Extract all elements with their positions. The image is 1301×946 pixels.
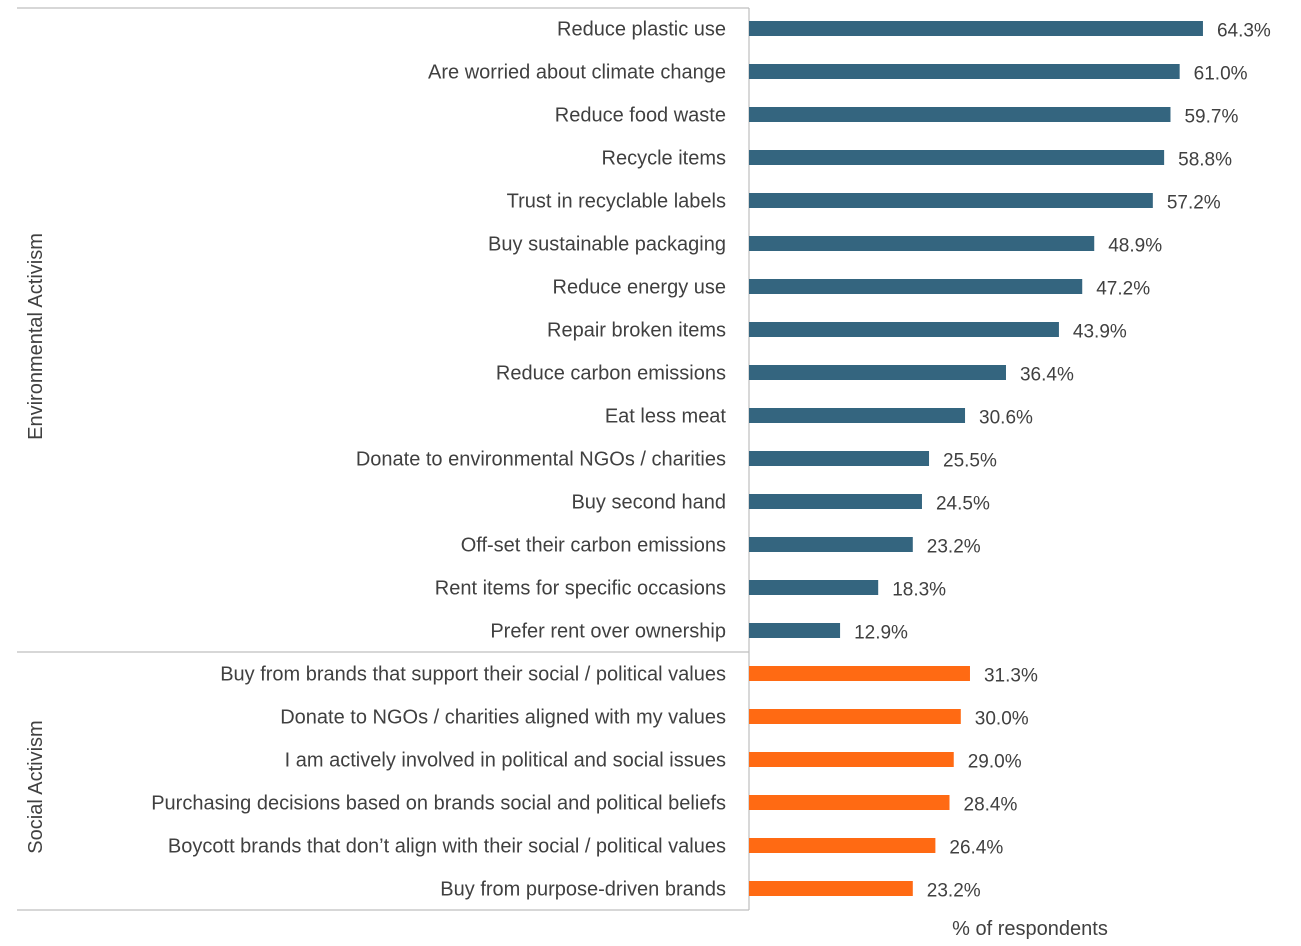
bar [749, 365, 1006, 380]
value-label: 59.7% [1184, 107, 1238, 128]
value-label: 30.0% [975, 709, 1029, 730]
category-label: Rent items for specific occasions [435, 578, 726, 600]
category-label: Donate to NGOs / charities aligned with … [280, 707, 726, 729]
bar [749, 623, 841, 638]
value-labels: 64.3% 61.0% 59.7% 58.8% 57.2% 48.9% 47.2% 43.9%… [854, 21, 1271, 902]
value-label: 26.4% [949, 838, 1003, 859]
value-label: 48.9% [1108, 236, 1162, 257]
category-label: Boycott brands that don’t align with the… [168, 836, 726, 858]
bar [749, 193, 1153, 208]
bar [749, 408, 966, 423]
bar [749, 838, 936, 853]
category-label: I am actively involved in political and … [285, 750, 726, 772]
value-label: 23.2% [927, 537, 981, 558]
value-label: 58.8% [1178, 150, 1232, 171]
bar [749, 107, 1171, 122]
category-label: Reduce food waste [555, 105, 726, 127]
bar [749, 322, 1059, 337]
bar [749, 752, 954, 767]
bar [749, 279, 1083, 294]
value-label: 57.2% [1167, 193, 1221, 214]
value-label: 28.4% [964, 795, 1018, 816]
category-label: Reduce carbon emissions [496, 363, 726, 385]
bar [749, 795, 950, 810]
value-label: 24.5% [936, 494, 990, 515]
category-label: Donate to environmental NGOs / charities [356, 449, 726, 471]
bar [749, 709, 961, 724]
category-label: Eat less meat [605, 406, 727, 428]
category-label: Prefer rent over ownership [490, 621, 726, 643]
category-label: Repair broken items [547, 320, 726, 342]
bars [749, 21, 1203, 896]
category-label: Recycle items [602, 148, 726, 170]
category-label: Buy sustainable packaging [488, 234, 726, 256]
x-axis-label: % of respondents [952, 918, 1108, 940]
category-label: Trust in recyclable labels [507, 191, 726, 213]
category-label: Buy from brands that support their socia… [220, 664, 726, 686]
category-labels: Reduce plastic use Are worried about clim… [151, 19, 726, 901]
value-label: 25.5% [943, 451, 997, 472]
category-label: Are worried about climate change [428, 62, 726, 84]
category-label: Purchasing decisions based on brands soc… [151, 793, 726, 815]
bar [749, 236, 1095, 251]
value-label: 30.6% [979, 408, 1033, 429]
value-label: 29.0% [968, 752, 1022, 773]
bar [749, 21, 1203, 36]
category-label: Reduce plastic use [557, 19, 726, 41]
bar [749, 881, 913, 896]
bar [749, 451, 930, 466]
bar [749, 64, 1180, 79]
group-label: Environmental Activism [25, 233, 47, 440]
category-label: Off-set their carbon emissions [461, 535, 726, 557]
bar [749, 666, 970, 681]
group-labels: Environmental Activism Social Activism [25, 233, 47, 854]
value-label: 47.2% [1096, 279, 1150, 300]
category-label: Buy from purpose-driven brands [440, 879, 726, 901]
value-label: 31.3% [984, 666, 1038, 687]
value-label: 61.0% [1194, 64, 1248, 85]
group-label: Social Activism [25, 720, 47, 853]
value-label: 64.3% [1217, 21, 1271, 42]
bar [749, 494, 922, 509]
value-label: 12.9% [854, 623, 908, 644]
bar [749, 580, 879, 595]
bar [749, 537, 913, 552]
category-label: Reduce energy use [553, 277, 726, 299]
category-label: Buy second hand [571, 492, 726, 514]
bar [749, 150, 1165, 165]
value-label: 43.9% [1073, 322, 1127, 343]
value-label: 36.4% [1020, 365, 1074, 386]
value-label: 23.2% [927, 881, 981, 902]
value-label: 18.3% [892, 580, 946, 601]
